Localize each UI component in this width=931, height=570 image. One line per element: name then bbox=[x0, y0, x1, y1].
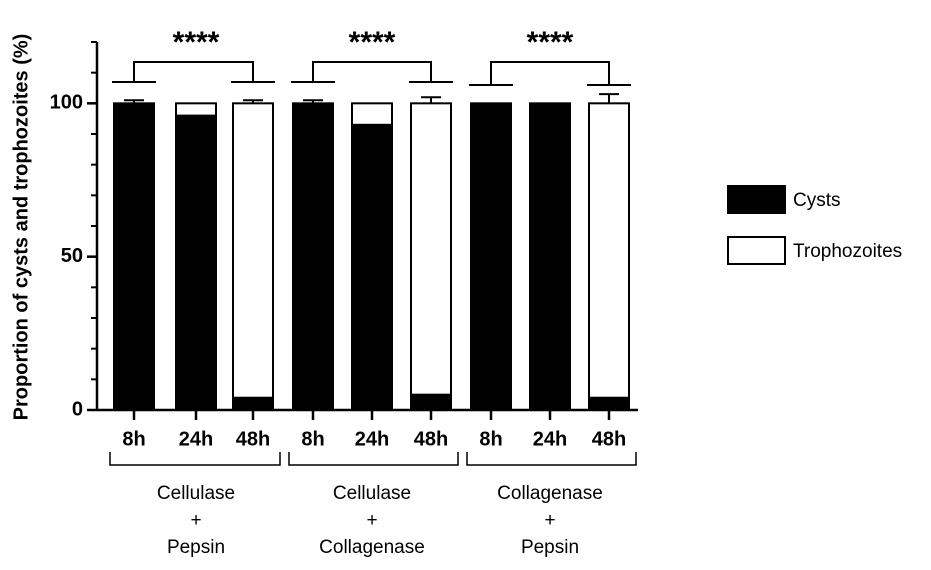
x-tick-label: 24h bbox=[355, 428, 389, 450]
bar-segment bbox=[529, 102, 571, 411]
legend-swatch bbox=[727, 185, 786, 214]
group-bracket bbox=[288, 452, 459, 466]
bracket bbox=[490, 61, 610, 85]
y-axis-label: Proportion of cysts and trophozoites (%) bbox=[10, 34, 32, 421]
bracket bbox=[133, 61, 254, 82]
bar-segment bbox=[351, 102, 393, 126]
group-label: Pepsin bbox=[521, 537, 579, 558]
group-label: Collagenase bbox=[497, 483, 603, 504]
group-label: Pepsin bbox=[167, 537, 225, 558]
x-tick-label: 48h bbox=[236, 428, 270, 450]
x-tick-label: 48h bbox=[592, 428, 626, 450]
significance: **** bbox=[349, 26, 396, 59]
bar-segment bbox=[292, 102, 334, 411]
group-label: + bbox=[190, 510, 201, 531]
x-tick-label: 8h bbox=[122, 428, 145, 450]
y-tick-label: 100 bbox=[50, 92, 83, 114]
legend-label: Trophozoites bbox=[793, 241, 902, 262]
y-tick-label: 0 bbox=[72, 398, 83, 420]
group-bracket bbox=[109, 452, 281, 466]
group-label: Cellulase bbox=[333, 483, 411, 504]
x-tick-label: 8h bbox=[301, 428, 324, 450]
bar-segment bbox=[175, 114, 217, 411]
group-label: + bbox=[366, 510, 377, 531]
x-tick-label: 48h bbox=[414, 428, 448, 450]
bar-segment bbox=[232, 102, 274, 399]
legend-label: Cysts bbox=[793, 190, 841, 211]
bar-segment bbox=[470, 102, 512, 411]
group-bracket bbox=[466, 452, 637, 466]
bar-segment bbox=[410, 393, 452, 411]
bracket bbox=[312, 61, 432, 82]
x-tick-label: 24h bbox=[533, 428, 567, 450]
bar-segment bbox=[113, 102, 155, 411]
bar-segment bbox=[410, 102, 452, 396]
y-tick-label: 50 bbox=[61, 245, 83, 267]
bar-segment bbox=[588, 102, 630, 399]
bar-segment bbox=[351, 123, 393, 412]
x-tick-label: 8h bbox=[479, 428, 502, 450]
x-tick-label: 24h bbox=[179, 428, 213, 450]
group-label: Cellulase bbox=[157, 483, 235, 504]
group-label: + bbox=[544, 510, 555, 531]
group-label: Collagenase bbox=[319, 537, 425, 558]
significance: **** bbox=[173, 26, 220, 59]
legend-swatch bbox=[727, 236, 786, 265]
bar-segment bbox=[232, 396, 274, 412]
significance: **** bbox=[527, 26, 574, 59]
bar-segment bbox=[175, 102, 217, 117]
bar-segment bbox=[588, 396, 630, 412]
